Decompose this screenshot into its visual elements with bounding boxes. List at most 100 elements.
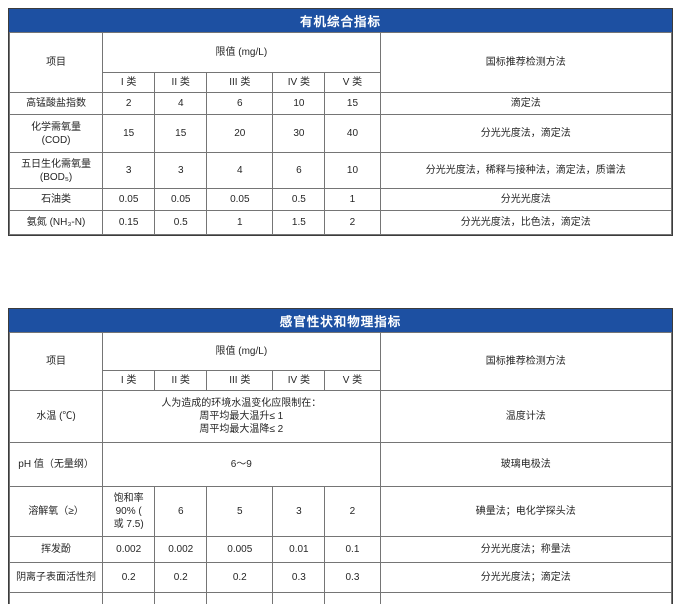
value-cell: 0.5: [272, 188, 326, 211]
value-cell: 30: [272, 114, 326, 153]
item-cell: 石油类: [8, 188, 104, 211]
value-cell: 1: [324, 188, 381, 211]
item-cell: [8, 592, 104, 604]
method-header-cell: 国标推荐检测方法: [379, 32, 673, 93]
table-row: 水温 (℃) 人为造成的环境水温变化应限制在： 周平均最大温升≤ 1 周平均最大…: [8, 390, 673, 443]
organic-indicators-panel: 有机综合指标 项目 限值 (mg/L) 国标推荐检测方法 I 类 II 类 II…: [8, 8, 673, 236]
merged-limit-cell: 6～9: [102, 442, 381, 487]
value-cell: 10: [272, 92, 326, 115]
table-row: 氨氮 (NH₃-N) 0.15 0.5 1 1.5 2 分光光度法，比色法，滴定…: [8, 210, 673, 235]
value-cell: 4: [154, 92, 208, 115]
item-cell: pH 值（无量纲）: [8, 442, 104, 487]
class-header-cell: III 类: [206, 72, 274, 93]
value-cell: 0.005: [206, 536, 274, 563]
method-cell: 分光光度法，滴定法: [379, 114, 673, 153]
value-cell: [102, 592, 156, 604]
class-header-cell: V 类: [324, 72, 381, 93]
table-row: pH 值（无量纲） 6～9 玻璃电极法: [8, 442, 673, 487]
item-cell: 阴离子表面活性剂: [8, 562, 104, 593]
value-cell: 0.15: [102, 210, 156, 235]
method-cell: 玻璃电极法: [379, 442, 673, 487]
method-cell: 分光光度法，稀释与接种法，滴定法，质谱法: [379, 152, 673, 189]
value-cell: 0.05: [206, 188, 274, 211]
method-cell: 碘量法；电化学探头法: [379, 486, 673, 537]
item-cell: 化学需氧量 (COD): [8, 114, 104, 153]
value-cell: 0.1: [324, 536, 381, 563]
class-header-row: I 类 II 类 III 类 IV 类 V 类: [10, 72, 672, 93]
item-cell: 五日生化需氧量 (BOD₅): [8, 152, 104, 189]
value-cell: 0.002: [154, 536, 208, 563]
sensory-panel-title-bar: 感官性状和物理指标: [9, 309, 672, 332]
value-cell: 2: [324, 210, 381, 235]
value-cell: 2: [324, 486, 381, 537]
method-cell: 分光光度法，比色法，滴定法: [379, 210, 673, 235]
item-cell: 水温 (℃): [8, 390, 104, 443]
table-row: 阴离子表面活性剂 0.2 0.2 0.2 0.3 0.3 分光光度法；滴定法: [8, 562, 673, 593]
value-cell: 6: [154, 486, 208, 537]
merged-limit-cell: 人为造成的环境水温变化应限制在： 周平均最大温升≤ 1 周平均最大温降≤ 2: [102, 390, 381, 443]
value-cell: 0.2: [102, 562, 156, 593]
value-cell: [324, 592, 381, 604]
value-cell: 3: [102, 152, 156, 189]
value-cell: 10: [324, 152, 381, 189]
item-header-cell: 项目: [8, 332, 104, 391]
value-cell: 6: [272, 152, 326, 189]
class-header-cell: I 类: [102, 72, 156, 93]
table-header-row: 项目 限值 (mg/L) 国标推荐检测方法: [8, 32, 673, 93]
value-cell: 0.002: [102, 536, 156, 563]
value-cell: 2: [102, 92, 156, 115]
value-cell: 40: [324, 114, 381, 153]
value-cell: 0.05: [102, 188, 156, 211]
panel-title: 感官性状和物理指标: [279, 315, 402, 329]
class-header-cell: IV 类: [272, 370, 326, 391]
table-row: 五日生化需氧量 (BOD₅) 3 3 4 6 10 分光光度法，稀释与接种法，滴…: [8, 152, 673, 189]
method-cell: 滴定法: [379, 92, 673, 115]
table-row: 高锰酸盐指数 2 4 6 10 15 滴定法: [8, 92, 673, 115]
value-cell: 1: [206, 210, 274, 235]
value-cell: 4: [206, 152, 274, 189]
table-row: 挥发酚 0.002 0.002 0.005 0.01 0.1 分光光度法；称量法: [8, 536, 673, 563]
table-row: 化学需氧量 (COD) 15 15 20 30 40 分光光度法，滴定法: [8, 114, 673, 153]
method-cell: 分光光度法；称量法: [379, 536, 673, 563]
value-cell: [206, 592, 274, 604]
table-row: 石油类 0.05 0.05 0.05 0.5 1 分光光度法: [8, 188, 673, 211]
value-cell: 0.05: [154, 188, 208, 211]
class-header-cell: II 类: [154, 370, 208, 391]
class-header-cell: I 类: [102, 370, 156, 391]
value-cell: 0.2: [154, 562, 208, 593]
class-header-cell: III 类: [206, 370, 274, 391]
value-cell: 饱和率 90% ( 或 7.5): [102, 486, 156, 537]
value-cell: 15: [324, 92, 381, 115]
class-header-cell: V 类: [324, 370, 381, 391]
method-cell: 分光光度法: [379, 188, 673, 211]
item-cell: 氨氮 (NH₃-N): [8, 210, 104, 235]
item-cell: 挥发酚: [8, 536, 104, 563]
limit-header-cell: 限值 (mg/L): [102, 332, 381, 371]
value-cell: 3: [154, 152, 208, 189]
value-cell: 5: [206, 486, 274, 537]
value-cell: 15: [154, 114, 208, 153]
value-cell: [272, 592, 326, 604]
value-cell: 6: [206, 92, 274, 115]
table-row: 溶解氧（≥） 饱和率 90% ( 或 7.5) 6 5 3 2 碘量法；电化学探…: [8, 486, 673, 537]
method-cell: [379, 592, 673, 604]
value-cell: 20: [206, 114, 274, 153]
method-cell: 温度计法: [379, 390, 673, 443]
value-cell: 0.2: [206, 562, 274, 593]
panel-title: 有机综合指标: [299, 15, 381, 29]
table-header-row: 项目 限值 (mg/L) 国标推荐检测方法: [8, 332, 673, 391]
item-header-cell: 项目: [8, 32, 104, 93]
item-cell: 高锰酸盐指数: [8, 92, 104, 115]
sensory-physical-table: 项目 限值 (mg/L) 国标推荐检测方法 I 类 II 类 III 类 IV …: [8, 332, 673, 604]
organic-panel-title-bar: 有机综合指标: [9, 9, 672, 32]
class-header-cell: IV 类: [272, 72, 326, 93]
value-cell: 0.5: [154, 210, 208, 235]
class-header-cell: II 类: [154, 72, 208, 93]
value-cell: [154, 592, 208, 604]
item-cell: 溶解氧（≥）: [8, 486, 104, 537]
value-cell: 1.5: [272, 210, 326, 235]
value-cell: 0.01: [272, 536, 326, 563]
limit-header-cell: 限值 (mg/L): [102, 32, 381, 73]
value-cell: 0.3: [272, 562, 326, 593]
